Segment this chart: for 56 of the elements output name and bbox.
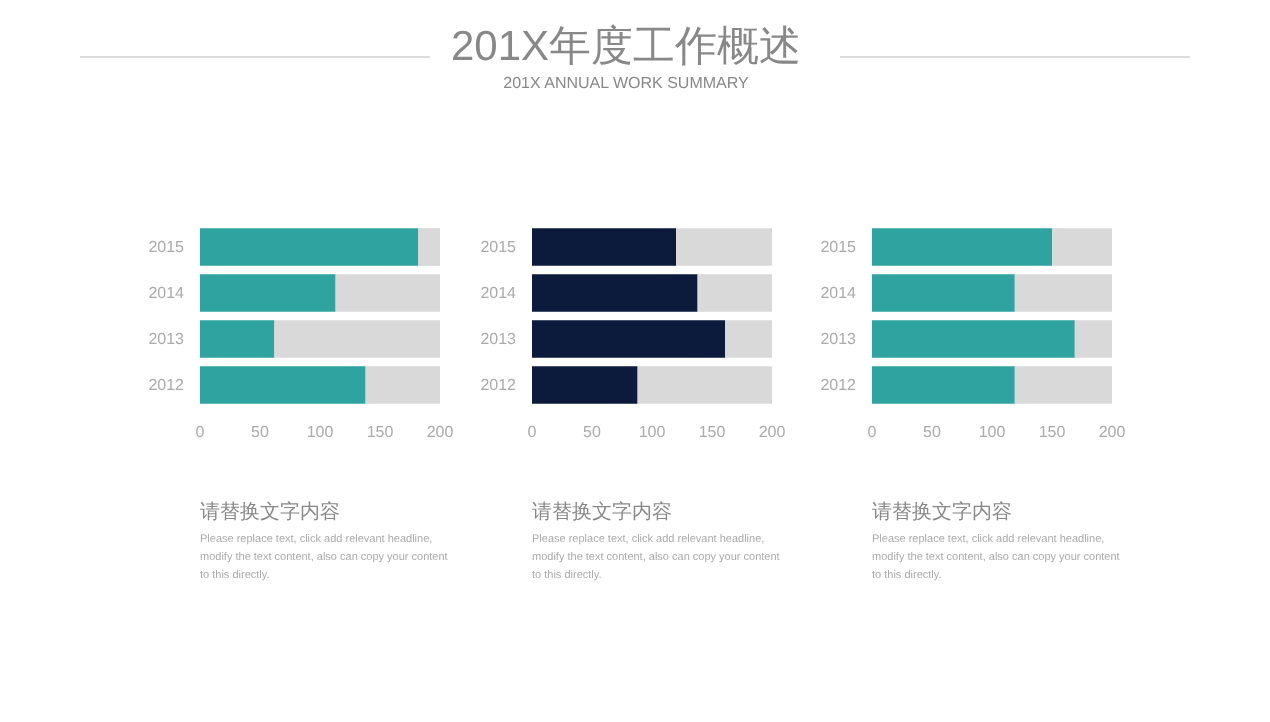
bar (532, 274, 698, 312)
bar (274, 320, 440, 358)
x-tick-label: 200 (426, 423, 455, 441)
x-tick-label: 100 (306, 423, 335, 441)
y-tick-label: 2015 (148, 238, 186, 256)
y-tick-label: 2015 (480, 238, 518, 256)
bar (872, 228, 1052, 266)
x-tick-label: 0 (867, 423, 878, 441)
bar (200, 366, 366, 404)
bar (637, 366, 772, 404)
text: 请替换文字内容 (872, 499, 1014, 526)
bar (365, 366, 440, 404)
chart-subtitle: 201X ANNUAL WORK SUMMARY (501, 74, 751, 92)
bar (1014, 274, 1112, 312)
bar (1014, 366, 1112, 404)
bar (200, 228, 419, 266)
y-tick-label: 2013 (480, 330, 518, 348)
y-tick-label: 2012 (480, 376, 518, 394)
y-tick-label: 2013 (820, 330, 858, 348)
bar (697, 274, 772, 312)
x-tick-label: 200 (758, 423, 787, 441)
bar (200, 274, 336, 312)
bar (532, 366, 638, 404)
bar (1074, 320, 1112, 358)
bar (725, 320, 772, 358)
bar (532, 228, 676, 266)
bar (872, 320, 1075, 358)
y-tick-label: 2014 (820, 284, 858, 302)
bar (335, 274, 440, 312)
bar (200, 320, 275, 358)
y-tick-label: 2012 (820, 376, 858, 394)
bar (532, 320, 726, 358)
chart-title: 201X年度工作概述 (448, 22, 804, 74)
x-tick-label: 150 (366, 423, 395, 441)
y-tick-label: 2013 (148, 330, 186, 348)
y-tick-label: 2012 (148, 376, 186, 394)
y-tick-label: 2015 (820, 238, 858, 256)
y-tick-label: 2014 (480, 284, 518, 302)
bar (418, 228, 440, 266)
x-tick-label: 0 (195, 423, 206, 441)
bar (1052, 228, 1112, 266)
text: 请替换文字内容 (200, 499, 342, 526)
bar (872, 366, 1015, 404)
x-tick-label: 150 (698, 423, 727, 441)
x-tick-label: 50 (583, 423, 602, 441)
x-tick-label: 200 (1098, 423, 1127, 441)
x-tick-label: 100 (978, 423, 1007, 441)
x-tick-label: 100 (638, 423, 667, 441)
x-tick-label: 50 (923, 423, 942, 441)
bar (676, 228, 772, 266)
text: 请替换文字内容 (532, 499, 674, 526)
x-tick-label: 0 (527, 423, 538, 441)
x-tick-label: 150 (1038, 423, 1067, 441)
x-tick-label: 50 (251, 423, 270, 441)
bar (872, 274, 1015, 312)
y-tick-label: 2014 (148, 284, 186, 302)
